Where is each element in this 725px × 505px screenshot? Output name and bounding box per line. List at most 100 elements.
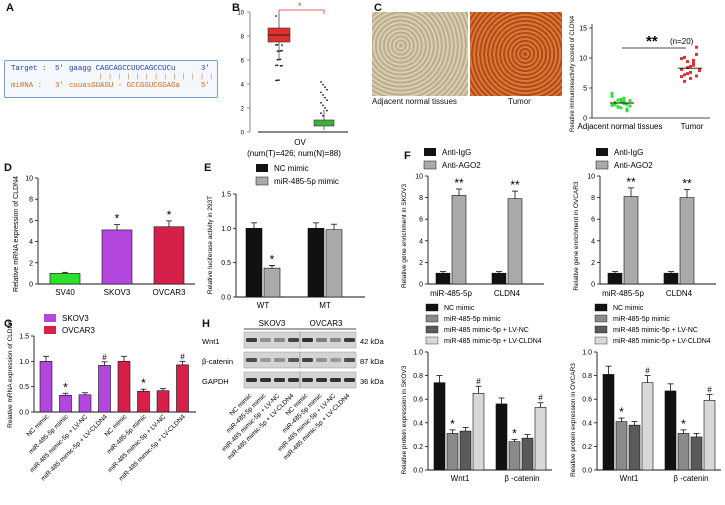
f-ago2-bar: [507, 198, 523, 285]
g-sig-mark: #: [180, 352, 185, 361]
h-band: [344, 338, 355, 342]
h-blot-strip: [299, 371, 357, 389]
f-legend-igg: Anti-IgG: [614, 148, 643, 157]
f-legend-swatch-igg: [424, 148, 436, 156]
b-outlier: [276, 58, 279, 61]
e-mimic-bar: [325, 229, 343, 298]
g-tick-label: 0.0: [19, 410, 29, 417]
b-outlier: [275, 79, 277, 82]
b-outlier: [279, 50, 282, 52]
i-sig-mark: *: [450, 417, 455, 431]
b-tick-label: 0: [241, 131, 245, 137]
d-tick-label: 0: [29, 282, 33, 289]
i-tick-label: 0.2: [413, 444, 423, 451]
i-bar: [628, 424, 641, 471]
h-lane-label: miR-485 mimic-5p + LV-NC: [221, 392, 282, 453]
i-ylabel: Relative protein expression in SKOV3: [401, 365, 408, 474]
f-group-label: miR-485-5p: [430, 289, 472, 298]
i-bar: [602, 374, 615, 471]
i-bar: [459, 430, 472, 471]
c-point-normal: [610, 103, 614, 107]
c-point-tumor: [683, 79, 686, 83]
h-band: [344, 358, 355, 362]
f-legend-swatch-ago2: [423, 160, 437, 170]
g-ylabel: Relative mRNA expression of CLDN4: [7, 320, 14, 428]
h-band: [288, 378, 299, 382]
panel-c-letter: C: [374, 2, 382, 14]
f-group-label: miR-485-5p: [602, 289, 644, 298]
h-band: [316, 338, 327, 342]
f-ago2-sig-mark: **: [682, 177, 692, 191]
i-bar: [446, 433, 459, 471]
panel-f-left-chart: Anti-IgG Anti-AGO2 Relative gene enrichmen…: [401, 148, 544, 298]
g-bar: [98, 365, 111, 413]
b-outlier: [326, 88, 328, 91]
b-outlier: [326, 109, 328, 112]
f-tick-label: 4: [419, 238, 423, 245]
b-tumor-outliers: [275, 15, 283, 82]
panel-b-boxplot: 0 2 4 6 8 10 * OV (num(T)=426; num(N)=88): [237, 1, 348, 158]
pairing-lines: | | | | | | | | | | | | |: [99, 73, 215, 80]
c-point-tumor: [686, 66, 689, 70]
f-tick-label: 8: [419, 195, 423, 202]
d-sig-mark: *: [167, 208, 172, 222]
panel-h-blot: SKOV3 OVCAR3 Wnt1 42 kDa β-catenin 87 kDa GAPD…: [202, 319, 385, 462]
b-outlier: [322, 83, 324, 86]
h-band: [330, 358, 341, 362]
h-band: [288, 338, 299, 342]
c-tick-label: 0: [583, 116, 587, 123]
h-band: [302, 338, 313, 342]
c-point-tumor: [695, 45, 698, 49]
c-points: [610, 45, 702, 113]
h-band: [274, 338, 285, 342]
c-point-tumor: [689, 76, 692, 80]
f-group-label: CLDN4: [666, 289, 693, 298]
c-sig-mark: **: [646, 33, 658, 50]
c-point-normal: [616, 98, 620, 102]
h-band: [260, 338, 271, 342]
h-band: [246, 358, 257, 362]
f-legend-ago2: Anti-AGO2: [614, 161, 653, 170]
h-band: [302, 358, 313, 362]
i-legend-swatch: [594, 336, 608, 345]
target-sequence: gaagg CAGCAGCCUUCAGCCUCu: [69, 65, 176, 73]
c-xlabel-tumor: Tumor: [681, 122, 704, 131]
e-tick-label: 0.0: [221, 295, 231, 302]
b-tick-label: 8: [241, 35, 245, 41]
f-tick-label: 6: [591, 217, 595, 224]
panel-a-sequence-box: Target : 5' gaagg CAGCAGCCUUCAGCCUCu 3' …: [4, 60, 218, 98]
g-bar: [117, 361, 131, 413]
panel-b-letter: B: [232, 2, 240, 14]
i-legend-swatch: [594, 314, 608, 323]
c-point-tumor: [686, 72, 689, 76]
i-legend-swatch: [594, 325, 608, 334]
b-caption: (num(T)=426; num(N)=88): [247, 149, 341, 158]
i-bar: [703, 400, 716, 471]
c-xlabel-normal: Adjacent normal tissues: [578, 122, 663, 131]
panel-d-letter: D: [4, 162, 12, 174]
b-outlier: [326, 99, 328, 102]
target-5prime: 5': [55, 65, 64, 73]
i-legend-label: miR-485-5p mimic: [613, 316, 670, 323]
c-point-normal: [619, 97, 623, 101]
h-band: [260, 358, 271, 362]
i-bar: [677, 433, 690, 471]
i-tick-label: 0.4: [582, 420, 592, 427]
g-bar: [137, 390, 150, 413]
f-ago2-sig-mark: **: [510, 178, 520, 192]
c-point-normal: [628, 99, 632, 103]
i-group-label: Wnt1: [620, 474, 639, 483]
h-band: [260, 378, 271, 382]
i-group-label: β -catenin: [673, 474, 708, 483]
mirna-label: miRNA :: [11, 82, 43, 90]
i-legend-label: miR-485 mimic-5p + LV-NC: [444, 327, 529, 334]
i-bar: [641, 382, 654, 471]
g-tick-label: 0.5: [19, 384, 29, 391]
h-row-protein: GAPDH: [202, 377, 229, 386]
i-tick-label: 0.0: [413, 468, 423, 475]
d-category-label: SKOV3: [104, 288, 131, 297]
b-outlier: [281, 44, 283, 47]
h-band: [246, 378, 257, 382]
c-point-normal: [619, 106, 623, 110]
panel-i-left-chart: NC mimic miR-485-5p mimic miR-485 mimic-5p…: [401, 303, 552, 483]
